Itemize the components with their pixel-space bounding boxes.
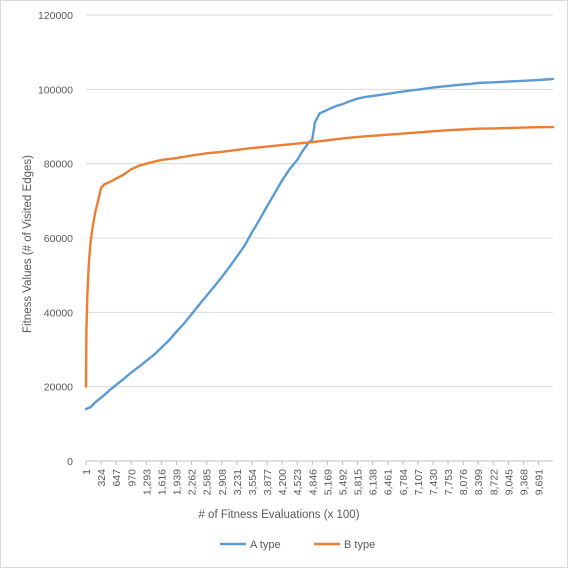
x-tick-label: 1	[81, 469, 93, 475]
x-tick-label: 8,399	[473, 469, 485, 495]
x-tick-label: 9,691	[534, 469, 546, 495]
x-tick-label: 2,262	[187, 469, 199, 495]
x-tick-label: 970	[126, 469, 138, 487]
x-tick-label: 4,846	[307, 469, 319, 495]
legend-label: B type	[344, 539, 375, 551]
x-tick-label: 5,169	[322, 469, 334, 495]
x-tick-label: 6,138	[368, 469, 380, 495]
x-tick-label: 1,616	[156, 469, 168, 495]
legend: A type B type	[220, 539, 375, 551]
series-line-b-type	[84, 125, 555, 388]
x-tick-label: 8,076	[458, 469, 470, 495]
y-tick-label: 40000	[44, 307, 73, 319]
x-tick-label: 1,293	[141, 469, 153, 495]
x-tick-label: 4,523	[292, 469, 304, 495]
x-tick-label: 7,430	[428, 469, 440, 495]
y-axis-ticks: 0 20000 40000 60000 80000 100000 120000	[38, 10, 73, 468]
y-tick-label: 80000	[44, 159, 73, 171]
x-tick-label: 2,908	[217, 469, 229, 495]
x-tick-label: 9,045	[503, 469, 515, 495]
x-axis-ticks: 1 324 647 970 1,293 1,616 1,939 2,262 2,585 2,908…	[81, 461, 546, 495]
y-tick-label: 20000	[44, 382, 73, 394]
x-tick-label: 6,461	[383, 469, 395, 495]
x-tick-label: 3,877	[262, 469, 274, 495]
x-tick-label: 3,231	[232, 469, 244, 495]
x-tick-label: 3,554	[247, 469, 259, 495]
x-tick-label: 9,368	[518, 469, 530, 495]
y-axis-title: Fitness Values (# of Visited Edges)	[22, 155, 34, 333]
x-tick-label: 5,492	[337, 469, 349, 495]
y-tick-label: 120000	[38, 10, 73, 22]
x-tick-label: 5,815	[353, 469, 365, 495]
x-tick-label: 647	[111, 469, 123, 487]
series-lines	[84, 77, 555, 411]
x-tick-label: 7,753	[443, 469, 455, 495]
x-tick-label: 8,722	[488, 469, 500, 495]
x-tick-label: 2,585	[202, 469, 214, 495]
x-tick-label: 324	[96, 469, 108, 487]
y-tick-label: 60000	[44, 233, 73, 245]
x-tick-label: 7,107	[413, 469, 425, 495]
x-tick-label: 1,939	[172, 469, 184, 495]
x-tick-label: 6,784	[398, 469, 410, 495]
y-tick-label: 0	[67, 456, 73, 468]
y-tick-label: 100000	[38, 84, 73, 96]
gridlines	[86, 14, 553, 388]
x-tick-label: 4,200	[277, 469, 289, 495]
legend-label: A type	[250, 539, 281, 551]
x-axis-title: # of Fitness Evaluations (x 100)	[198, 509, 359, 521]
